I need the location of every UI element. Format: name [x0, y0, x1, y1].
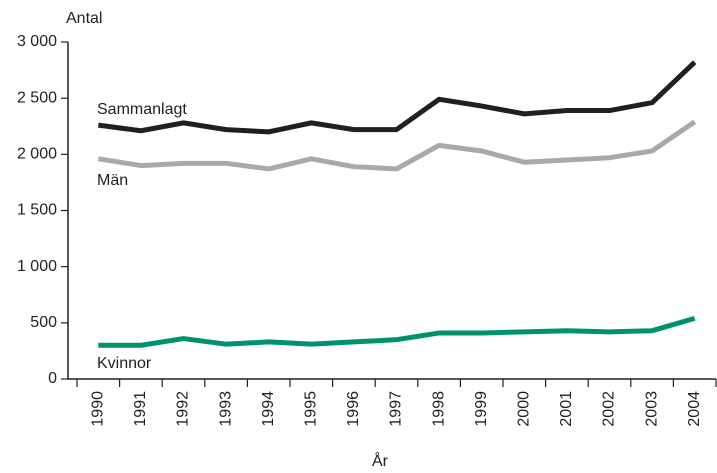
y-tick-label: 1 000: [17, 258, 57, 275]
series-label: Sammanlagt: [97, 101, 187, 118]
y-tick-label: 500: [30, 314, 57, 331]
x-tick-label: 1991: [132, 391, 149, 427]
x-tick-label: 1994: [260, 391, 277, 427]
y-tick-label: 2 500: [17, 89, 57, 106]
x-tick-label: 1998: [430, 391, 447, 427]
y-tick-label: 0: [48, 370, 57, 387]
x-tick-label: 2001: [558, 391, 575, 427]
series-line: [97, 60, 697, 135]
y-tick-label: 3 000: [17, 33, 57, 50]
x-tick-label: 1992: [175, 391, 192, 427]
x-tick-label: 1995: [303, 391, 320, 427]
x-tick-label: 2002: [601, 391, 618, 427]
y-tick-label: 2 000: [17, 146, 57, 163]
series-line: [97, 119, 697, 172]
x-tick-label: 2003: [643, 391, 660, 427]
x-tick-label: 2004: [686, 391, 703, 427]
x-tick-label: 1999: [473, 391, 490, 427]
series-label: Kvinnor: [97, 355, 152, 372]
x-tick-label: 1996: [345, 391, 362, 427]
series-label: Män: [97, 172, 128, 189]
y-axis-label: Antal: [66, 10, 102, 27]
x-tick-label: 2000: [516, 391, 533, 427]
x-tick-label: 1993: [217, 391, 234, 427]
y-tick-label: 1 500: [17, 202, 57, 219]
x-axis-label: År: [372, 451, 389, 470]
x-tick-label: 1990: [90, 391, 107, 427]
series-line: [98, 315, 696, 348]
x-tick-label: 1997: [388, 391, 405, 427]
